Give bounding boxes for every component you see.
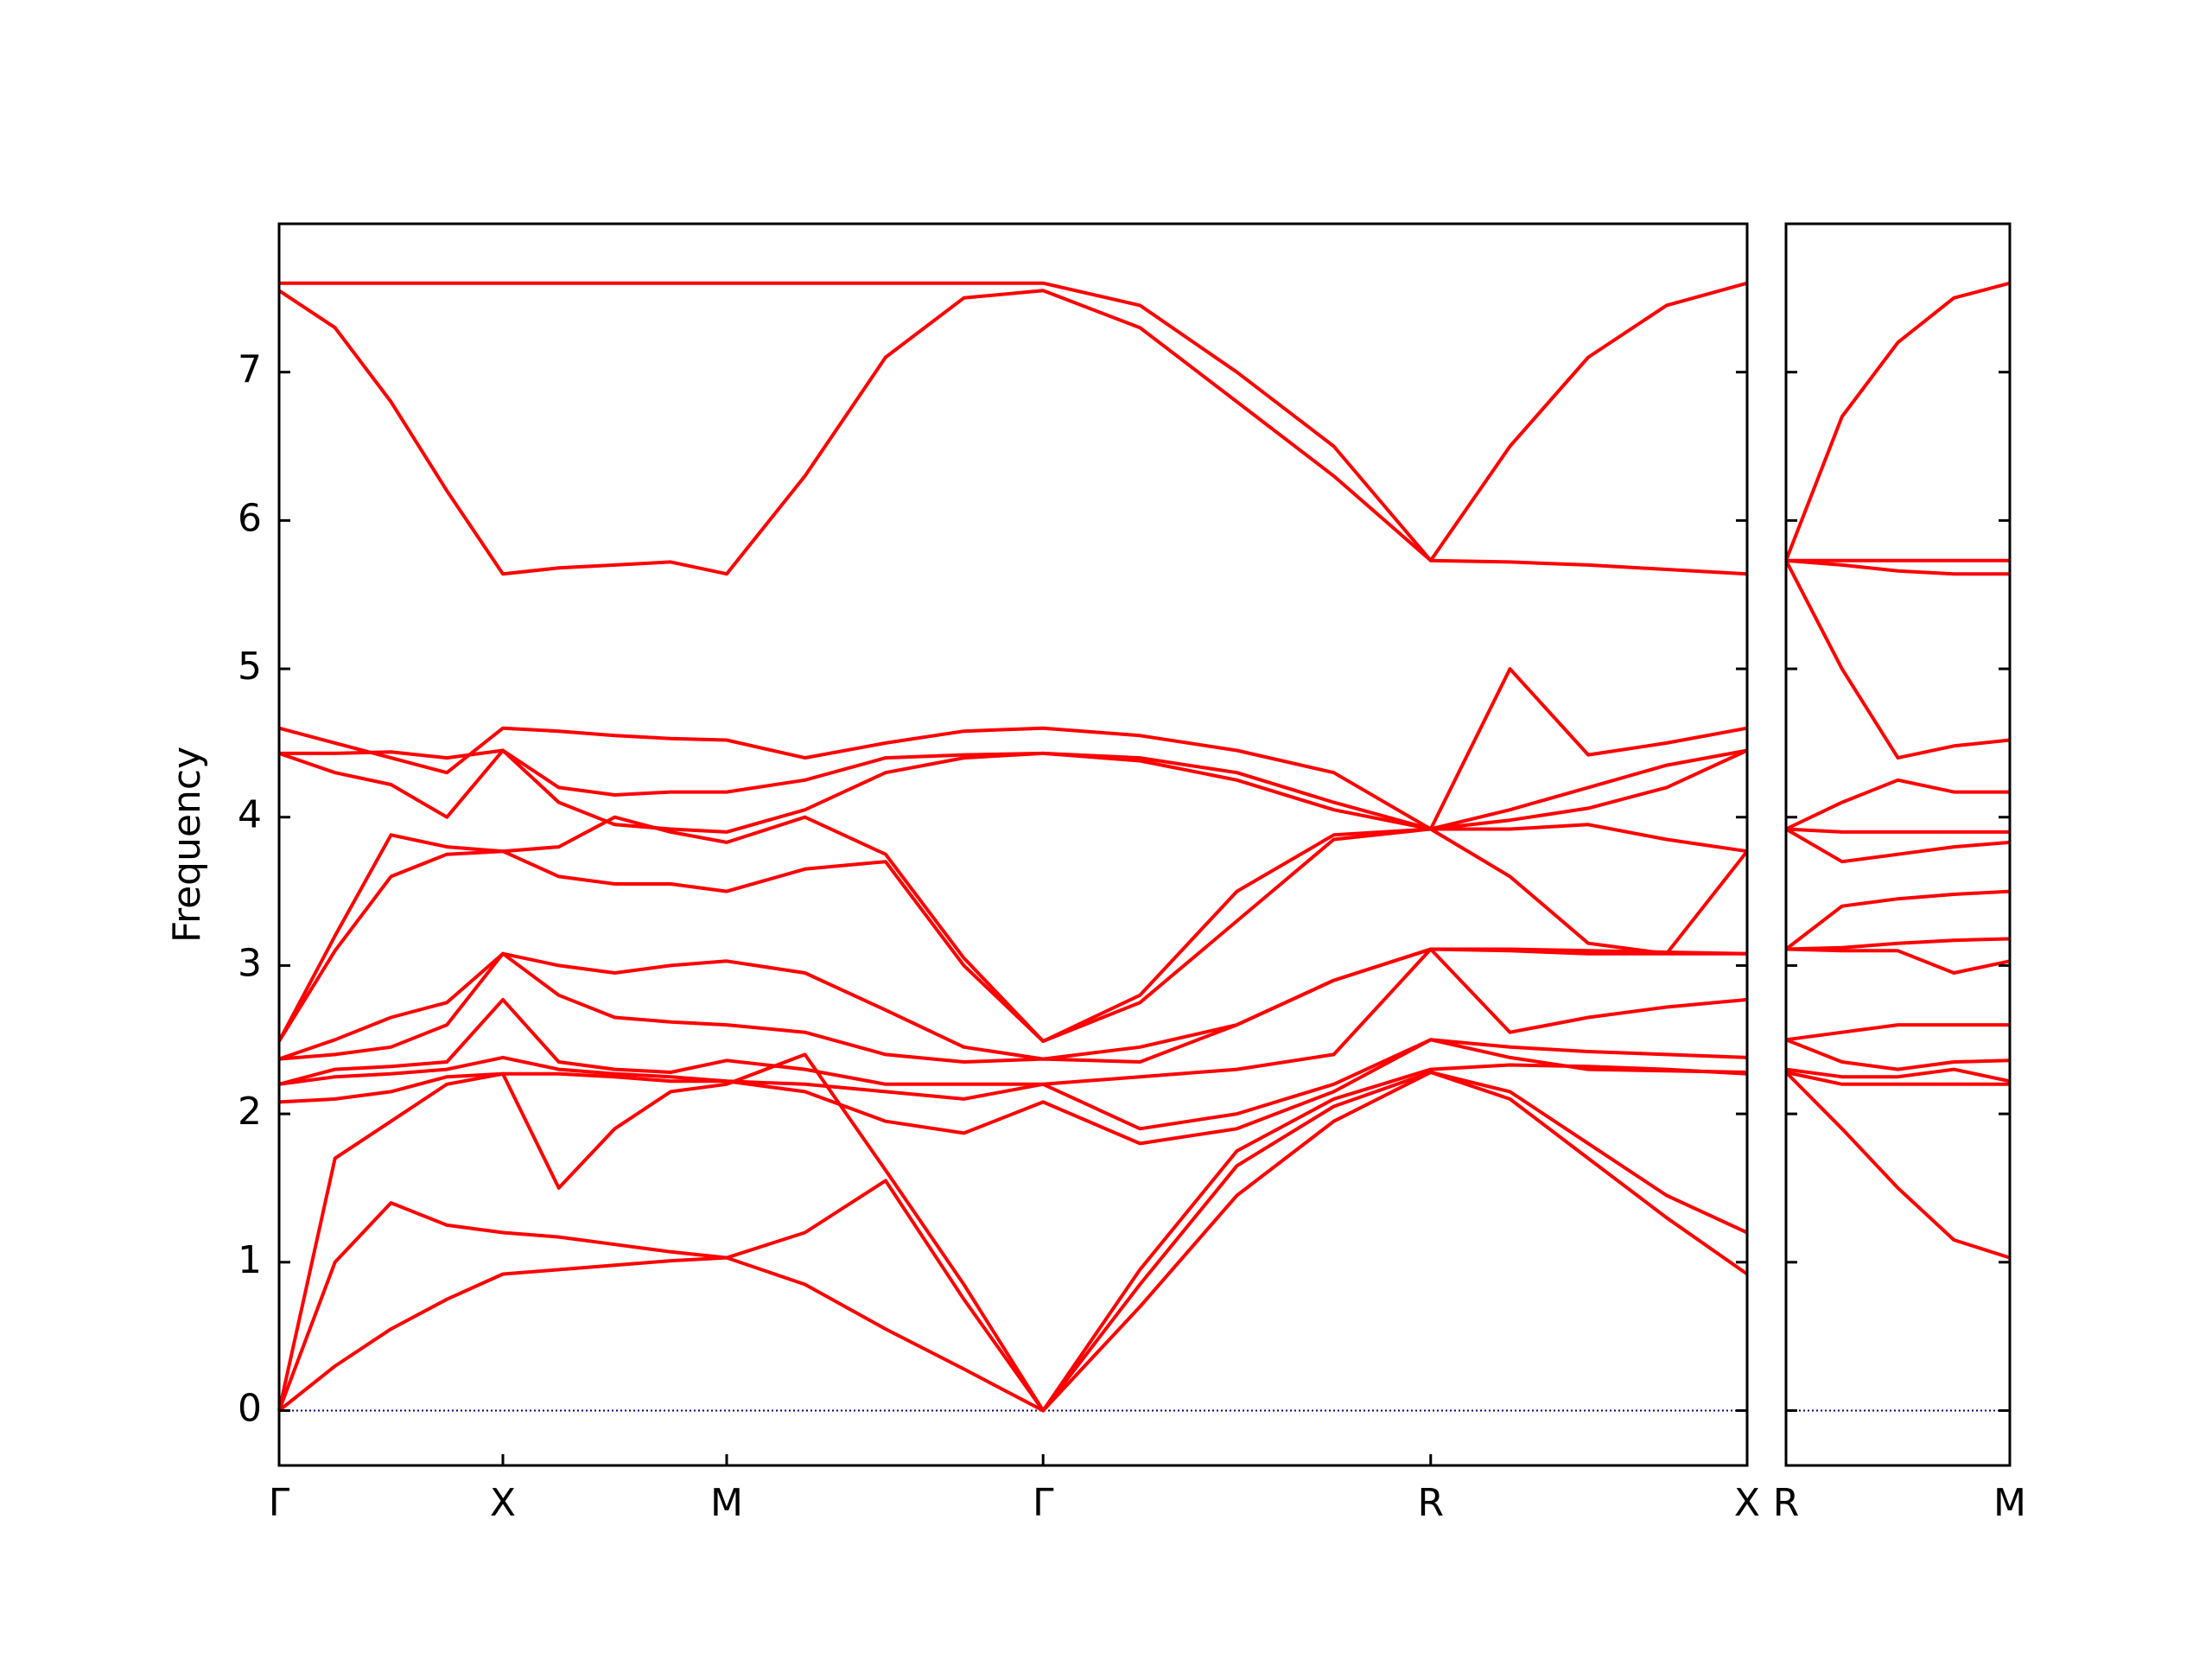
x-tick-label: M [1993, 1481, 2026, 1525]
band-line [1785, 558, 2010, 576]
band-line [1785, 1023, 2010, 1042]
band-line [1784, 559, 2011, 760]
band-line [278, 748, 1748, 834]
band-line [1785, 1071, 2010, 1086]
y-tick-label: 0 [238, 1386, 262, 1430]
x-tick-label: M [710, 1481, 743, 1525]
band-line [279, 748, 1748, 831]
x-tick-label: Γ [1033, 1481, 1054, 1525]
band-line [1785, 778, 2010, 831]
y-tick-label: 7 [238, 348, 262, 392]
band-line [277, 827, 1749, 1043]
y-tick-label: 2 [238, 1090, 262, 1134]
band-line [1784, 889, 2011, 951]
band-line [277, 289, 1748, 576]
band-line [1785, 947, 2011, 975]
band-line [1785, 1038, 2011, 1071]
band-line [277, 1052, 1748, 1413]
band-line [1784, 281, 2011, 562]
band-line [1785, 1067, 2011, 1084]
y-axis-label: Frequency [165, 747, 209, 943]
band-line [277, 815, 1748, 1043]
plot-frame [277, 222, 1749, 1467]
y-tick-label: 1 [238, 1238, 262, 1282]
y-tick-label: 4 [238, 793, 262, 837]
x-tick-label: R [1417, 1481, 1444, 1525]
band-line [278, 947, 1748, 1086]
plot-frame [1784, 222, 2012, 1467]
x-tick-label: X [490, 1481, 516, 1525]
y-tick-label: 5 [238, 645, 262, 689]
band-line [278, 1038, 1748, 1131]
band-line [279, 281, 1748, 563]
band-line [277, 1071, 1748, 1413]
band-line [1784, 1071, 2011, 1260]
y-tick-label: 6 [238, 496, 262, 540]
band-line [1785, 937, 2011, 951]
band-line [1785, 827, 2010, 834]
band-line [278, 667, 1748, 831]
x-tick-label: R [1773, 1481, 1800, 1525]
band-line [278, 1038, 1748, 1146]
band-line [1784, 827, 2011, 864]
x-tick-label: Γ [269, 1481, 290, 1525]
band-line [278, 947, 1748, 1061]
x-tick-label: X [1734, 1481, 1760, 1525]
band-line [277, 1071, 1749, 1413]
y-tick-label: 3 [238, 941, 262, 985]
